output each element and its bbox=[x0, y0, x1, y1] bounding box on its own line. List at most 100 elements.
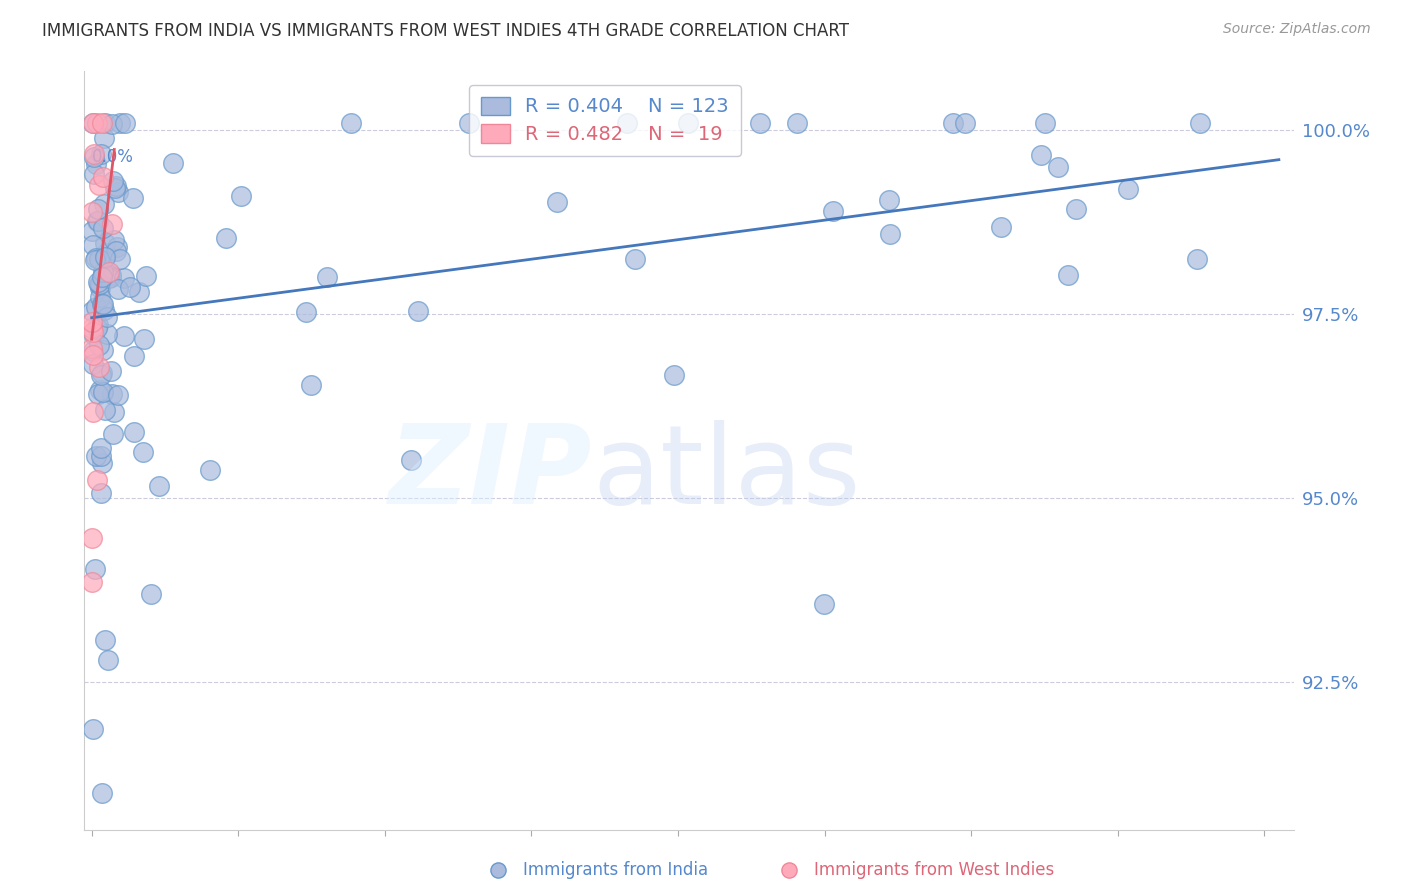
Point bbox=[148, 479, 170, 493]
Point bbox=[96, 310, 118, 324]
Point bbox=[83, 147, 105, 161]
Point bbox=[299, 378, 322, 392]
Point bbox=[100, 364, 122, 378]
Point bbox=[295, 305, 318, 319]
Point bbox=[107, 185, 129, 199]
Point bbox=[83, 253, 105, 268]
Point bbox=[89, 281, 111, 295]
Point bbox=[96, 327, 118, 342]
Point bbox=[82, 343, 104, 358]
Point bbox=[91, 268, 114, 282]
Point bbox=[101, 117, 124, 131]
Point bbox=[86, 251, 108, 265]
Point bbox=[1033, 116, 1056, 130]
Point bbox=[89, 290, 111, 304]
Text: IMMIGRANTS FROM INDIA VS IMMIGRANTS FROM WEST INDIES 4TH GRADE CORRELATION CHART: IMMIGRANTS FROM INDIA VS IMMIGRANTS FROM… bbox=[42, 22, 849, 40]
Point bbox=[315, 270, 337, 285]
Point bbox=[89, 277, 111, 291]
Point bbox=[87, 252, 110, 267]
Point bbox=[1187, 252, 1209, 266]
Point bbox=[215, 231, 238, 245]
Point bbox=[879, 227, 901, 241]
Point bbox=[821, 203, 844, 218]
Point bbox=[87, 338, 110, 352]
Point bbox=[110, 116, 132, 130]
Point bbox=[86, 214, 108, 228]
Point bbox=[104, 244, 127, 258]
Point bbox=[93, 303, 115, 318]
Point bbox=[93, 236, 115, 251]
Point bbox=[128, 285, 150, 299]
Point bbox=[91, 366, 114, 380]
Point bbox=[101, 174, 124, 188]
Point bbox=[401, 453, 423, 467]
Point bbox=[84, 449, 107, 463]
Point bbox=[80, 315, 103, 329]
Point bbox=[120, 280, 142, 294]
Point bbox=[93, 250, 115, 264]
Point bbox=[91, 786, 114, 800]
Point bbox=[108, 252, 131, 266]
Point bbox=[90, 486, 112, 500]
Text: 0.0%: 0.0% bbox=[91, 148, 134, 166]
Point bbox=[486, 863, 509, 877]
Point bbox=[86, 320, 108, 334]
Point bbox=[80, 531, 103, 545]
Point bbox=[90, 368, 112, 382]
Point bbox=[122, 425, 145, 439]
Point bbox=[91, 343, 114, 358]
Point bbox=[82, 722, 104, 736]
Point bbox=[877, 193, 900, 207]
Point bbox=[80, 320, 103, 334]
Point bbox=[546, 194, 568, 209]
Point bbox=[87, 202, 110, 216]
Point bbox=[132, 445, 155, 459]
Point bbox=[94, 632, 117, 647]
Point bbox=[134, 332, 156, 346]
Text: ZIP: ZIP bbox=[388, 420, 592, 526]
Point bbox=[80, 574, 103, 589]
Point bbox=[198, 462, 221, 476]
Point bbox=[93, 131, 115, 145]
Point bbox=[98, 265, 121, 279]
Point bbox=[80, 342, 103, 356]
Point bbox=[82, 238, 104, 252]
Point bbox=[89, 178, 111, 192]
Point bbox=[112, 328, 135, 343]
Point bbox=[624, 252, 647, 267]
Point bbox=[1047, 160, 1070, 174]
Point bbox=[107, 281, 129, 295]
Point bbox=[82, 405, 104, 419]
Point bbox=[103, 234, 125, 248]
Legend: R = 0.404    N = 123, R = 0.482    N =  19: R = 0.404 N = 123, R = 0.482 N = 19 bbox=[470, 85, 741, 156]
Point bbox=[458, 116, 481, 130]
Point bbox=[340, 116, 363, 130]
Point bbox=[86, 318, 108, 332]
Point bbox=[122, 191, 145, 205]
Point bbox=[107, 240, 129, 254]
Point bbox=[84, 300, 107, 314]
Point bbox=[91, 220, 114, 235]
Point bbox=[990, 220, 1012, 235]
Point bbox=[93, 197, 115, 211]
Point bbox=[80, 204, 103, 219]
Point bbox=[97, 653, 120, 667]
Point bbox=[103, 404, 125, 418]
Point bbox=[90, 449, 112, 463]
Point bbox=[91, 265, 114, 279]
Point bbox=[112, 270, 135, 285]
Point bbox=[105, 178, 128, 193]
Point bbox=[87, 275, 110, 289]
Point bbox=[114, 116, 136, 130]
Point bbox=[93, 385, 115, 400]
Point bbox=[93, 402, 115, 417]
Point bbox=[103, 427, 125, 442]
Point bbox=[1116, 182, 1139, 196]
Point bbox=[86, 473, 108, 487]
Point bbox=[82, 325, 104, 339]
Point bbox=[82, 357, 104, 371]
Point bbox=[100, 269, 122, 284]
Point bbox=[82, 116, 104, 130]
Point bbox=[813, 597, 835, 611]
Point bbox=[786, 116, 808, 130]
